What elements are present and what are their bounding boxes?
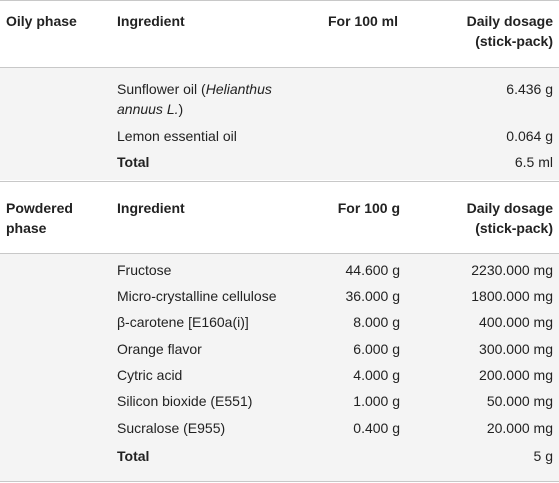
powdered-total-label: Total [117,448,150,464]
amount-value: 36.000 g [345,288,401,304]
dosage-value: 6.436 g [506,81,553,97]
amount-value: 1.000 g [353,393,400,409]
dosage-value: 400.000 mg [479,314,553,330]
dosage-value: 0.064 g [506,128,553,144]
ingredient-name: Silicon bioxide (E551) [117,393,253,409]
oily-header-dosage-line2: (stick-pack) [475,33,553,49]
section-divider [0,181,559,182]
ingredient-name: Fructose [117,262,172,278]
dosage-value: 300.000 mg [479,341,553,357]
table-bottom-border [0,481,559,482]
oily-total-value: 6.5 ml [514,154,553,170]
ingredient-name-prefix: Sunflower oil ( [117,81,206,97]
dosage-value: 200.000 mg [479,367,553,383]
oily-total-label: Total [117,154,150,170]
powdered-header-dosage-line1: Daily dosage [466,200,553,216]
table-top-border [0,0,559,1]
ingredient-name: Sucralose (E955) [117,420,226,436]
powdered-total-value: 5 g [533,448,553,464]
ingredient-name-italic: annuus L. [117,101,179,117]
powdered-phase-label-line2: phase [6,220,47,236]
table-row-continuation: annuus L.) [117,99,183,119]
dosage-value: 20.000 mg [486,420,553,436]
oily-header-divider [0,67,559,68]
ingredient-name-italic: Helianthus [205,81,272,97]
powdered-header-dosage-line2: (stick-pack) [475,220,553,236]
amount-value: 6.000 g [353,341,400,357]
ingredient-name: Cytric acid [117,367,183,383]
amount-value: 0.400 g [353,420,400,436]
powdered-header-divider [0,253,559,254]
ingredient-name: β-carotene [E160a(i)] [117,314,249,330]
powdered-phase-body [0,253,559,481]
amount-value: 4.000 g [353,367,400,383]
ingredient-name-suffix: ) [178,101,184,117]
ingredient-name: Micro-crystalline cellulose [117,288,277,304]
amount-value: 44.600 g [345,262,401,278]
oily-header-amount: For 100 ml [327,13,398,29]
powdered-header-amount: For 100 g [337,200,400,216]
dosage-value: 50.000 mg [486,393,553,409]
dosage-value: 1800.000 mg [471,288,553,304]
powdered-phase-label-line1: Powdered [6,200,73,216]
table-row: Sunflower oil (Helianthus [117,79,272,99]
oily-phase-body [0,67,559,180]
ingredient-name: Lemon essential oil [117,128,237,144]
oily-header-dosage-line1: Daily dosage [466,13,553,29]
ingredient-name: Orange flavor [117,341,202,357]
oily-header-ingredient: Ingredient [117,13,185,29]
oily-phase-label: Oily phase [6,13,77,29]
amount-value: 8.000 g [353,314,400,330]
powdered-header-ingredient: Ingredient [117,200,185,216]
dosage-value: 2230.000 mg [471,262,553,278]
